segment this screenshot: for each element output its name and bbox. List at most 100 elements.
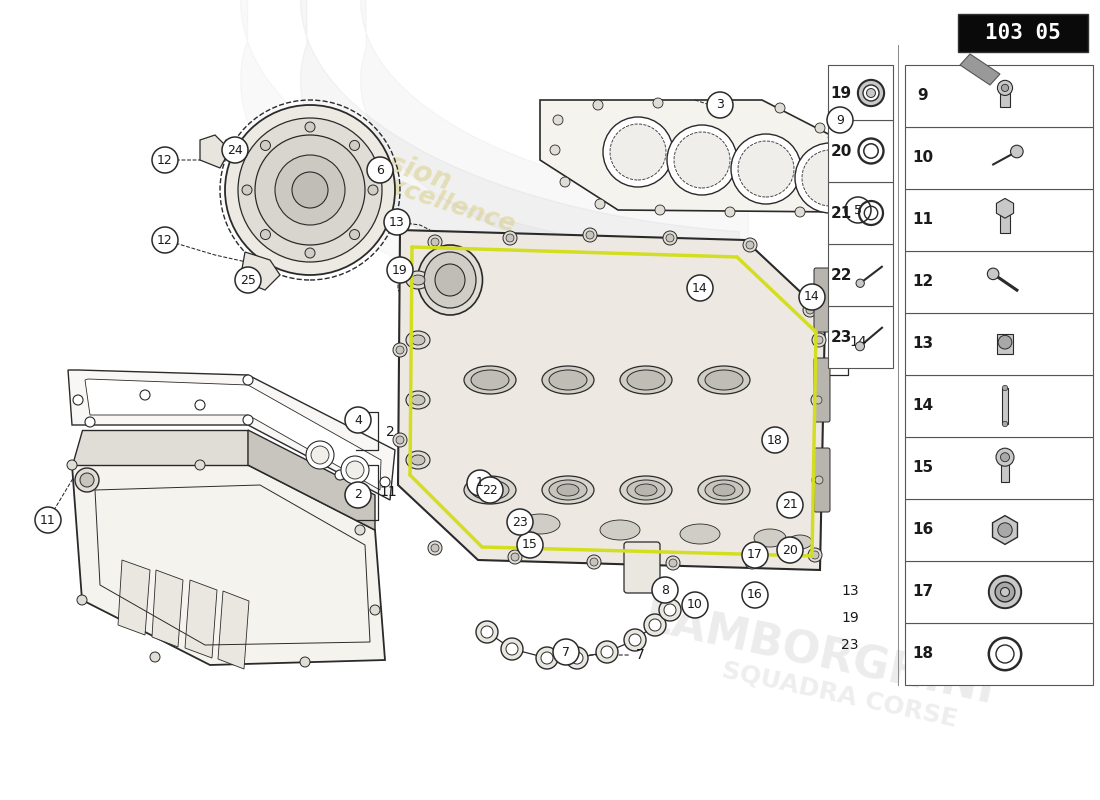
Ellipse shape — [478, 484, 500, 496]
Circle shape — [428, 235, 442, 249]
Circle shape — [806, 306, 814, 314]
Circle shape — [370, 605, 379, 615]
Circle shape — [742, 238, 757, 252]
Text: 2: 2 — [386, 425, 395, 439]
Circle shape — [988, 268, 999, 280]
Circle shape — [508, 550, 522, 564]
Circle shape — [688, 275, 713, 301]
Circle shape — [858, 80, 884, 106]
Circle shape — [856, 342, 865, 350]
Circle shape — [669, 559, 676, 567]
Circle shape — [776, 103, 785, 113]
Bar — [905, 65, 1093, 127]
Circle shape — [350, 230, 360, 239]
Circle shape — [601, 646, 613, 658]
Ellipse shape — [406, 331, 430, 349]
Circle shape — [235, 267, 261, 293]
Ellipse shape — [471, 480, 509, 500]
Circle shape — [1011, 146, 1023, 158]
Circle shape — [593, 100, 603, 110]
Bar — [905, 561, 1093, 623]
Circle shape — [305, 122, 315, 132]
Text: 13: 13 — [389, 215, 405, 229]
Circle shape — [243, 415, 253, 425]
Circle shape — [506, 643, 518, 655]
Circle shape — [835, 195, 845, 205]
Text: 17: 17 — [912, 585, 934, 599]
Circle shape — [998, 523, 1012, 538]
Circle shape — [738, 141, 794, 197]
Text: 15: 15 — [912, 461, 934, 475]
Polygon shape — [68, 370, 395, 500]
Circle shape — [845, 197, 871, 223]
Circle shape — [261, 230, 271, 239]
Text: 22: 22 — [830, 267, 851, 282]
Circle shape — [571, 652, 583, 664]
Ellipse shape — [680, 524, 720, 544]
Text: 3: 3 — [716, 98, 724, 111]
FancyBboxPatch shape — [814, 358, 830, 422]
Circle shape — [553, 639, 579, 665]
Bar — [905, 313, 1093, 375]
Ellipse shape — [434, 264, 465, 296]
Circle shape — [140, 390, 150, 400]
Bar — [905, 189, 1093, 251]
Polygon shape — [152, 570, 183, 647]
Ellipse shape — [411, 455, 425, 465]
Circle shape — [812, 473, 826, 487]
Circle shape — [603, 117, 673, 187]
Circle shape — [652, 577, 678, 603]
Circle shape — [595, 199, 605, 209]
Circle shape — [428, 541, 442, 555]
Circle shape — [345, 407, 371, 433]
Circle shape — [396, 346, 404, 354]
Circle shape — [583, 228, 597, 242]
Text: 4: 4 — [354, 414, 362, 426]
Text: 21: 21 — [782, 498, 797, 511]
Circle shape — [748, 558, 756, 566]
Ellipse shape — [542, 366, 594, 394]
Text: 7: 7 — [636, 648, 645, 662]
Circle shape — [396, 436, 404, 444]
Ellipse shape — [549, 480, 587, 500]
Text: 25: 25 — [240, 274, 256, 286]
Ellipse shape — [620, 476, 672, 504]
Text: 19: 19 — [392, 263, 408, 277]
Circle shape — [150, 652, 160, 662]
Circle shape — [745, 555, 759, 569]
Ellipse shape — [788, 535, 812, 549]
Polygon shape — [836, 132, 858, 212]
Circle shape — [1002, 422, 1008, 426]
Circle shape — [367, 157, 393, 183]
Text: 23: 23 — [830, 330, 851, 345]
Circle shape — [596, 641, 618, 663]
Circle shape — [503, 231, 517, 245]
Text: 21: 21 — [830, 206, 851, 221]
Circle shape — [75, 468, 99, 492]
Circle shape — [799, 284, 825, 310]
Text: 11: 11 — [40, 514, 56, 526]
Circle shape — [802, 150, 858, 206]
Circle shape — [629, 634, 641, 646]
Circle shape — [590, 558, 598, 566]
Ellipse shape — [418, 245, 483, 315]
Text: 20: 20 — [782, 543, 797, 557]
Ellipse shape — [464, 476, 516, 504]
Bar — [828, 306, 893, 368]
Polygon shape — [72, 430, 248, 465]
Circle shape — [292, 172, 328, 208]
Circle shape — [867, 89, 876, 98]
Circle shape — [368, 185, 378, 195]
Text: 15: 15 — [522, 538, 538, 551]
Ellipse shape — [411, 395, 425, 405]
Bar — [828, 65, 893, 120]
Circle shape — [674, 132, 730, 188]
Text: 13: 13 — [842, 584, 859, 598]
Circle shape — [481, 626, 493, 638]
Circle shape — [814, 396, 822, 404]
Circle shape — [306, 441, 334, 469]
FancyBboxPatch shape — [624, 542, 660, 593]
Text: 20: 20 — [830, 143, 851, 158]
Text: 22: 22 — [482, 483, 498, 497]
Text: 23: 23 — [842, 638, 859, 652]
